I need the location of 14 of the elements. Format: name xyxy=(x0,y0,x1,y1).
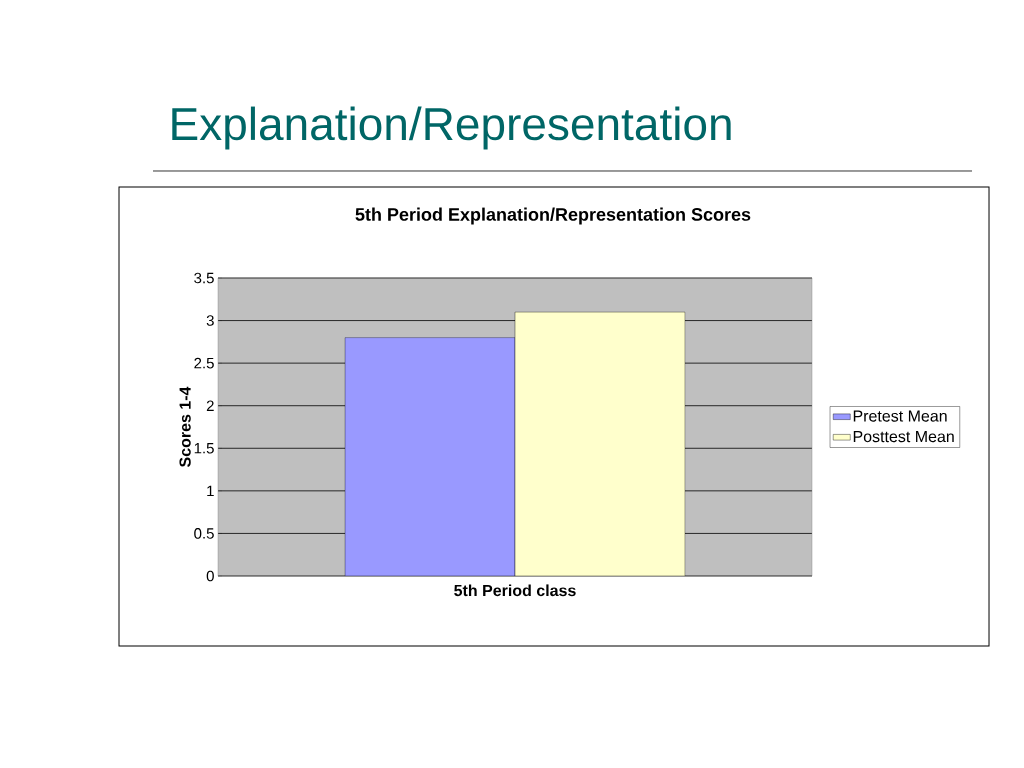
y-tick-label: 2.5 xyxy=(194,357,214,369)
y-tick-label: 2 xyxy=(206,400,214,411)
y-tick-label: 0 xyxy=(206,570,214,582)
legend-label: Posttest Mean xyxy=(853,430,954,443)
chart-title: Explanation/Representation xyxy=(172,106,731,150)
y-tick-label: 0.5 xyxy=(194,528,214,539)
legend-label: Pretest Mean xyxy=(853,410,947,422)
y-tick-label: 3 xyxy=(206,315,214,326)
y-axis-title: Scores 1-4 xyxy=(179,386,191,468)
chart-subtitle: 5th Period Explanation/Representation Scores xyxy=(355,207,751,225)
y-tick-label: 3.5 xyxy=(194,272,214,284)
x-axis-title: 5th Period class xyxy=(454,584,576,597)
y-tick-label: 1 xyxy=(207,485,214,497)
y-tick-label: 1.5 xyxy=(194,443,214,454)
